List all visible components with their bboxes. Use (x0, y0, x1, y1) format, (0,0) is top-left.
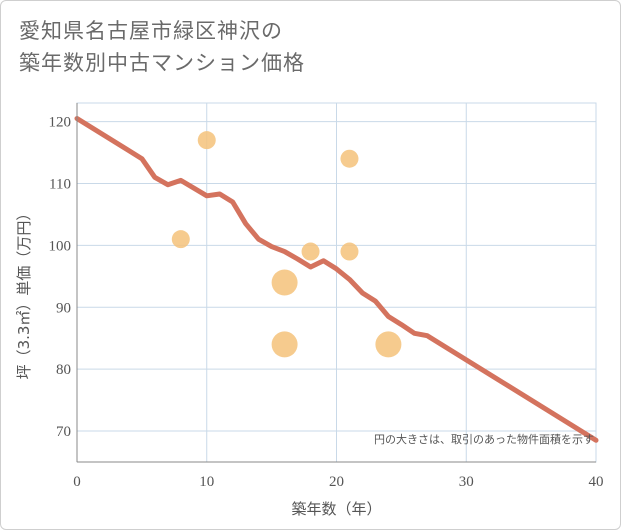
x-axis-label: 築年数（年） (291, 500, 381, 518)
trend-line (74, 116, 599, 443)
axes: 0 10 20 30 40 70 80 90 100 110 120 (49, 103, 604, 490)
data-point (375, 331, 402, 358)
data-point (340, 242, 359, 261)
data-point (271, 269, 298, 296)
data-point (271, 331, 298, 358)
y-tick-label: 100 (49, 238, 72, 254)
y-tick-label: 120 (49, 115, 72, 131)
x-tick-label: 20 (329, 474, 344, 490)
y-tick-label: 80 (56, 362, 71, 378)
size-note: 円の大きさは、取引のあった物件面積を示す (374, 432, 594, 446)
title-line-2: 築年数別中古マンション価格 (19, 51, 305, 75)
x-tick-label: 30 (459, 474, 474, 490)
data-point (301, 242, 320, 261)
x-tick-label: 0 (73, 474, 81, 490)
data-point (197, 131, 216, 150)
x-tick-label: 10 (199, 474, 214, 490)
chart-title: 愛知県名古屋市緑区神沢の 築年数別中古マンション価格 (19, 15, 519, 79)
y-tick-label: 70 (56, 424, 71, 440)
y-tick-label: 90 (56, 300, 71, 316)
scatter-points (171, 131, 402, 358)
data-point (171, 230, 190, 249)
y-tick-label: 110 (49, 176, 71, 192)
data-point (340, 149, 359, 168)
grid (76, 102, 597, 463)
x-tick-label: 40 (589, 474, 604, 490)
title-line-1: 愛知県名古屋市緑区神沢の (19, 19, 283, 43)
y-axis-label: 坪（3.3㎡）単価（万円） (15, 206, 33, 380)
